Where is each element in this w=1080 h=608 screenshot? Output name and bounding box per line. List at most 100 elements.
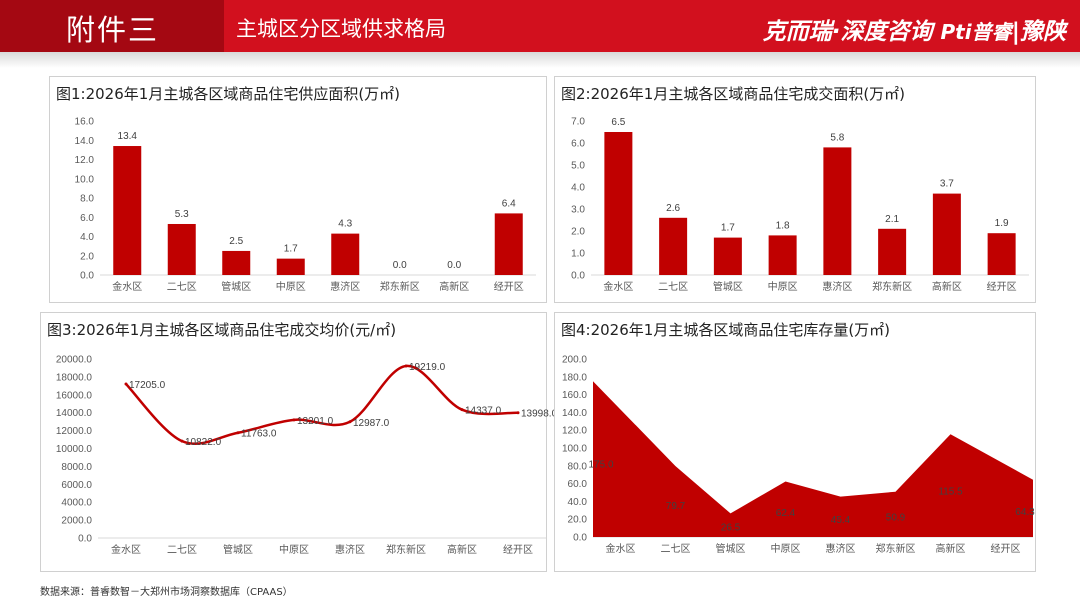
data-point: [404, 364, 408, 368]
data-label: 64.3: [1015, 507, 1035, 518]
data-label: 175.0: [588, 459, 613, 470]
y-tick-label: 180.0: [562, 372, 587, 383]
y-tick-label: 160.0: [562, 390, 587, 401]
y-tick-label: 12000.0: [56, 426, 93, 437]
data-label: 4.3: [338, 219, 352, 230]
chart-svg: 0.0 2000.0 4000.0 6000.0 8000.0 10000.0 12000.…: [56, 355, 558, 557]
bar: [167, 223, 196, 275]
x-tick-label: 经开区: [503, 543, 533, 556]
x-tick-label: 郑东新区: [872, 280, 912, 293]
data-label: 3.7: [940, 179, 954, 190]
x-tick-label: 二七区: [658, 281, 688, 293]
y-tick-label: 4.0: [80, 232, 94, 243]
data-label: 6.5: [611, 117, 625, 128]
x-tick-label: 管城区: [713, 280, 743, 293]
y-tick-label: 6000.0: [61, 480, 92, 491]
x-tick-label: 中原区: [276, 280, 306, 293]
data-label: 115.5: [938, 487, 963, 498]
y-tick-label: 18000.0: [56, 372, 93, 383]
data-label: 2.1: [885, 214, 899, 225]
y-tick-label: 40.0: [568, 497, 588, 508]
header-bar: 附件三 主城区分区域供求格局 克而瑞·深度咨询 Pti普睿|豫陕: [0, 0, 1080, 52]
data-label: 10822.0: [185, 437, 222, 448]
x-tick-label: 中原区: [279, 543, 309, 556]
data-label: 6.4: [502, 198, 516, 209]
x-tick-label: 金水区: [111, 543, 141, 556]
y-tick-label: 2.0: [571, 227, 585, 238]
chart-panel-price: 图3:2026年1月主城各区域商品住宅成交均价(元/㎡) 0.0 2000.0 40…: [40, 312, 558, 572]
data-label: 79.7: [666, 501, 686, 512]
y-tick-label: 5.0: [571, 161, 585, 172]
y-tick-label: 14.0: [75, 136, 95, 147]
y-tick-label: 120.0: [562, 426, 587, 437]
y-tick-label: 20000.0: [56, 355, 93, 366]
chart-svg: 0.0 20.0 40.0 60.0 80.0 100.0 120.0 140.0 160.0 1…: [562, 355, 1035, 556]
chart-title: 图2:2026年1月主城各区域商品住宅成交面积(万㎡): [561, 85, 906, 103]
data-point: [460, 408, 464, 412]
y-tick-label: 1.0: [571, 249, 585, 260]
data-label: 13998.0: [521, 409, 558, 420]
bar: [878, 228, 907, 275]
y-tick-label: 6.0: [571, 139, 585, 150]
y-tick-label: 60.0: [568, 479, 588, 490]
x-tick-label: 高新区: [932, 280, 962, 293]
x-tick-label: 二七区: [661, 543, 691, 555]
data-label: 1.8: [776, 220, 790, 231]
x-tick-label: 高新区: [439, 280, 469, 293]
chart-title: 图3:2026年1月主城各区域商品住宅成交均价(元/㎡): [47, 321, 397, 339]
y-tick-label: 20.0: [568, 515, 588, 526]
data-label: 62.4: [776, 508, 796, 519]
x-tick-label: 经开区: [494, 280, 524, 293]
bar: [222, 250, 251, 275]
data-point: [292, 418, 296, 422]
y-tick-label: 0.0: [80, 271, 94, 282]
chart-panel-supply: 图1:2026年1月主城各区域商品住宅供应面积(万㎡) 0.0 2.0 4.0 6.0…: [49, 76, 547, 303]
x-tick-label: 管城区: [221, 280, 251, 293]
data-label: 13.4: [118, 131, 138, 142]
x-tick-label: 二七区: [167, 544, 197, 556]
bar: [659, 217, 688, 275]
x-tick-label: 高新区: [936, 542, 966, 555]
y-tick-label: 7.0: [571, 117, 585, 128]
data-label: 17205.0: [129, 380, 166, 391]
data-point: [180, 439, 184, 443]
data-label: 0.0: [393, 260, 407, 271]
x-tick-label: 金水区: [112, 280, 142, 293]
chart-title: 图4:2026年1月主城各区域商品住宅库存量(万㎡): [561, 321, 891, 339]
x-tick-label: 中原区: [768, 280, 798, 293]
data-point: [124, 382, 128, 386]
x-tick-label: 经开区: [991, 542, 1021, 555]
y-tick-label: 0.0: [573, 533, 587, 544]
data-label: 19219.0: [409, 362, 446, 373]
chart-svg: 0.0 2.0 4.0 6.0 8.0 10.0 12.0 14.0 16.0 金水区 二七区 管城区…: [75, 117, 536, 293]
bar: [932, 193, 961, 275]
data-label: 45.4: [831, 515, 851, 526]
x-tick-label: 中原区: [771, 542, 801, 555]
chart-panel-deal-area: 图2:2026年1月主城各区域商品住宅成交面积(万㎡) 0.0 1.0 2.0 3.0…: [554, 76, 1036, 303]
x-tick-label: 金水区: [606, 542, 636, 555]
bar: [604, 132, 633, 275]
y-tick-label: 10000.0: [56, 444, 93, 455]
y-tick-label: 100.0: [562, 444, 587, 455]
data-source-note: 数据来源：普睿数智－大郑州市场洞察数据库（CPAAS）: [40, 587, 293, 598]
x-tick-label: 郑东新区: [876, 542, 916, 555]
y-tick-label: 4000.0: [61, 498, 92, 509]
x-tick-label: 惠济区: [822, 280, 852, 293]
x-tick-label: 金水区: [603, 280, 633, 293]
x-tick-label: 二七区: [167, 281, 197, 293]
bar: [494, 213, 523, 275]
y-tick-label: 16.0: [75, 117, 95, 128]
data-label: 1.9: [995, 218, 1009, 229]
y-tick-label: 8.0: [80, 194, 94, 205]
data-label: 11763.0: [241, 429, 277, 440]
y-tick-label: 0.0: [571, 271, 585, 282]
x-tick-label: 管城区: [716, 542, 746, 555]
data-label: 1.7: [284, 244, 298, 255]
data-label: 1.7: [721, 223, 735, 234]
y-tick-label: 4.0: [571, 183, 585, 194]
y-tick-label: 3.0: [571, 205, 585, 216]
data-label: 5.8: [830, 132, 844, 143]
y-tick-label: 16000.0: [56, 390, 93, 401]
x-tick-label: 郑东新区: [380, 280, 420, 293]
x-tick-label: 惠济区: [330, 280, 360, 293]
